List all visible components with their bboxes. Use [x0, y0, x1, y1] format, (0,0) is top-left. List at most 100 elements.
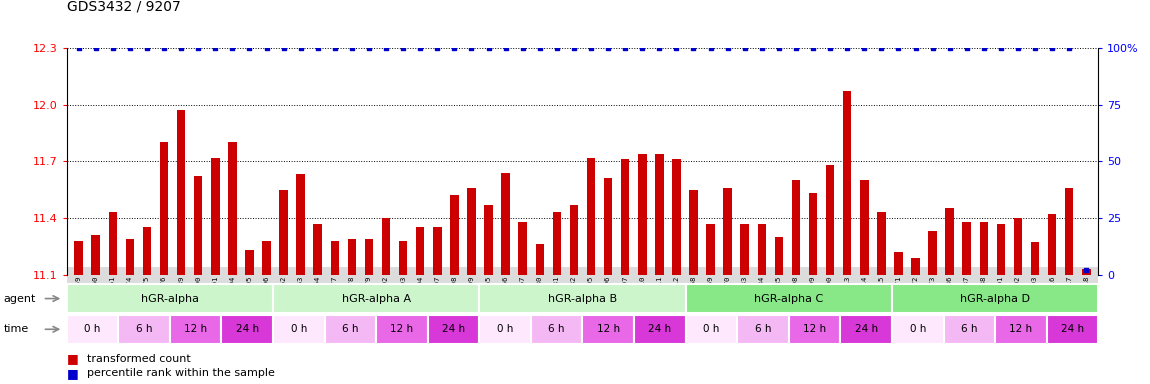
Point — [974, 45, 992, 51]
Point — [121, 45, 139, 51]
Bar — [434, 227, 442, 275]
Point — [138, 45, 156, 51]
Text: 6 h: 6 h — [754, 324, 772, 334]
Point — [1043, 45, 1061, 51]
Bar — [330, 240, 339, 275]
Bar — [314, 223, 322, 275]
Text: 12 h: 12 h — [803, 324, 826, 334]
Bar — [723, 188, 731, 275]
Point — [684, 45, 703, 51]
Point — [582, 45, 600, 51]
Bar — [1013, 218, 1022, 275]
Text: 24 h: 24 h — [236, 324, 259, 334]
Text: 12 h: 12 h — [1010, 324, 1033, 334]
Text: 24 h: 24 h — [854, 324, 877, 334]
Bar — [963, 222, 971, 275]
Point — [104, 45, 122, 51]
Bar — [108, 212, 117, 275]
Text: hGR-alpha: hGR-alpha — [140, 293, 199, 304]
Point — [325, 45, 344, 51]
Point — [906, 45, 925, 51]
Point — [991, 45, 1010, 51]
Point — [941, 45, 959, 51]
Bar — [519, 222, 527, 275]
Bar — [775, 237, 783, 275]
Point — [889, 45, 907, 51]
Bar — [92, 235, 100, 275]
Bar — [297, 174, 305, 275]
Text: transformed count: transformed count — [87, 354, 191, 364]
Text: 0 h: 0 h — [84, 324, 101, 334]
Point — [565, 45, 583, 51]
Bar — [569, 205, 578, 275]
Point — [155, 45, 174, 51]
Text: 6 h: 6 h — [549, 324, 565, 334]
Text: percentile rank within the sample: percentile rank within the sample — [87, 368, 275, 378]
Bar — [536, 244, 544, 275]
Bar — [586, 157, 596, 275]
Point — [719, 45, 737, 51]
Text: 0 h: 0 h — [291, 324, 307, 334]
Bar — [843, 91, 851, 275]
Point — [308, 45, 327, 51]
Point — [275, 45, 293, 51]
Point — [480, 45, 498, 51]
Text: 12 h: 12 h — [390, 324, 414, 334]
Bar — [416, 227, 424, 275]
Bar — [484, 205, 493, 275]
Point — [856, 45, 874, 51]
Point — [1060, 45, 1079, 51]
Point — [343, 45, 361, 51]
Point — [189, 45, 207, 51]
Point — [206, 45, 224, 51]
Text: ■: ■ — [67, 353, 78, 366]
Text: agent: agent — [3, 293, 36, 304]
Point — [838, 45, 857, 51]
Bar — [279, 190, 288, 275]
Text: ■: ■ — [67, 367, 78, 380]
Text: 24 h: 24 h — [442, 324, 465, 334]
Bar — [706, 223, 715, 275]
Bar — [758, 223, 766, 275]
Point — [667, 45, 685, 51]
Bar — [1048, 214, 1057, 275]
Bar — [741, 223, 749, 275]
Text: 12 h: 12 h — [184, 324, 207, 334]
Text: 12 h: 12 h — [597, 324, 620, 334]
Point — [411, 45, 429, 51]
Point — [240, 45, 259, 51]
Text: 0 h: 0 h — [497, 324, 513, 334]
Bar — [194, 176, 202, 275]
Bar — [75, 240, 83, 275]
Bar — [245, 250, 254, 275]
Point — [514, 45, 532, 51]
Text: GDS3432 / 9207: GDS3432 / 9207 — [67, 0, 181, 13]
Point — [616, 45, 635, 51]
Point — [291, 45, 309, 51]
Point — [360, 45, 378, 51]
Point — [428, 45, 446, 51]
Point — [821, 45, 839, 51]
Bar — [450, 195, 459, 275]
Text: 6 h: 6 h — [136, 324, 152, 334]
Bar — [1082, 269, 1090, 275]
Point — [923, 45, 942, 51]
Text: hGR-alpha C: hGR-alpha C — [754, 293, 823, 304]
Point — [787, 45, 805, 51]
Point — [530, 45, 549, 51]
Bar — [689, 190, 698, 275]
Bar — [1065, 188, 1073, 275]
Point — [462, 45, 481, 51]
Bar — [1030, 242, 1040, 275]
Bar — [928, 231, 937, 275]
Point — [547, 45, 566, 51]
Bar — [467, 188, 476, 275]
Point — [172, 45, 191, 51]
Bar — [911, 258, 920, 275]
Point — [258, 45, 276, 51]
Bar — [877, 212, 886, 275]
Text: 6 h: 6 h — [961, 324, 978, 334]
Text: 6 h: 6 h — [343, 324, 359, 334]
Bar — [860, 180, 868, 275]
Point — [804, 45, 822, 51]
